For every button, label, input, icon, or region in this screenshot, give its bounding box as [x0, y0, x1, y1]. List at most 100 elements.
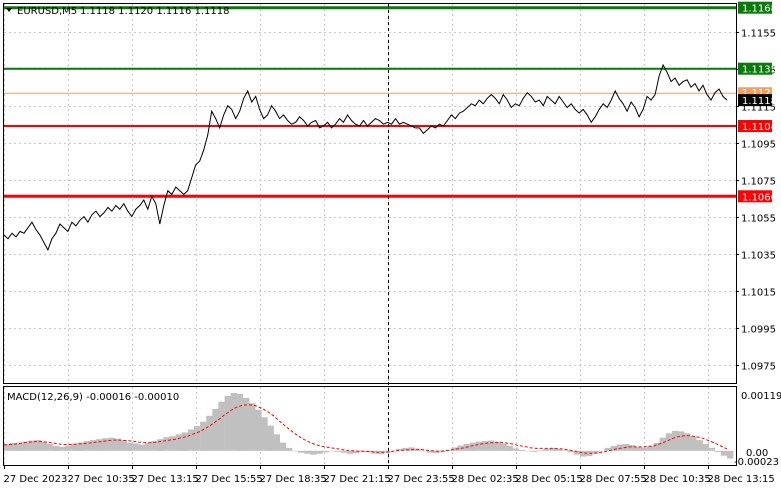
macd-histogram-bar [616, 444, 624, 451]
macd-histogram-bar [475, 441, 483, 451]
x-tick-label: 28 Dec 05:15 [516, 474, 583, 485]
macd-histogram-bar [567, 450, 575, 453]
macd-histogram-bar [561, 450, 568, 451]
macd-histogram-bar [592, 450, 599, 454]
macd-histogram-bar [402, 447, 409, 451]
macd-histogram-bar [255, 410, 262, 451]
y-tick-label: 1.0975 [741, 362, 776, 373]
macd-histogram-bar [144, 443, 152, 451]
macd-histogram-bar [273, 434, 280, 451]
macd-histogram-bar [690, 436, 697, 451]
macd-histogram-bar [347, 450, 354, 454]
macd-histogram-bar [488, 440, 495, 451]
x-tick-label: 28 Dec 02:35 [452, 474, 519, 485]
macd-histogram-bar [53, 446, 60, 451]
macd-histogram-bar [506, 446, 513, 451]
macd-histogram-bar [377, 450, 385, 455]
macd-histogram-bar [157, 439, 164, 451]
macd-histogram-bar [230, 393, 238, 451]
price-panel-frame [3, 3, 737, 384]
macd-histogram-bar [193, 426, 201, 451]
macd-histogram-bar [22, 441, 29, 451]
ohlc-values: 1.1118 1.1120 1.1116 1.1118 [80, 6, 230, 17]
macd-histogram-bar [714, 450, 722, 452]
macd-histogram-bar [420, 450, 427, 452]
macd-histogram-bar [439, 450, 446, 453]
x-tick-label: 27 Dec 13:15 [132, 474, 199, 485]
macd-histogram-bar [187, 429, 195, 451]
x-tick-label: 27 Dec 23:55 [388, 474, 455, 485]
triangle-down-icon[interactable] [6, 8, 12, 12]
macd-histogram-bar [549, 447, 556, 451]
macd-histogram-bar [310, 450, 317, 455]
macd-histogram-bar [298, 450, 305, 453]
macd-histogram-bar [71, 443, 78, 451]
macd-histogram-bar [708, 447, 715, 451]
macd-histogram-bar [408, 447, 415, 451]
macd-histogram-bar [28, 440, 35, 451]
macd-histogram-bar [261, 417, 268, 451]
level-price-tag [738, 190, 772, 203]
macd-histogram-bar [132, 443, 140, 451]
macd-histogram-bar [169, 436, 176, 451]
macd-histogram-bar [40, 441, 48, 451]
macd-histogram-bar [500, 443, 507, 451]
macd-histogram-bar [530, 450, 538, 452]
macd-histogram-bar [702, 444, 709, 451]
macd-histogram-bar [678, 431, 685, 451]
macd-histogram-bar [218, 401, 225, 451]
macd-histogram-bar [518, 449, 526, 451]
macd-histogram-bar [432, 450, 440, 454]
macd-histogram-bar [285, 447, 293, 451]
macd-histogram-bar [243, 397, 250, 451]
level-price-label: 1.1168 [742, 4, 777, 15]
level-price-tag [738, 120, 772, 133]
level-price-label: 1.1104 [742, 122, 777, 133]
y-tick-label: 1.1115 [741, 103, 776, 114]
macd-histogram-bar [151, 441, 158, 451]
macd-histogram-bar [138, 444, 146, 451]
x-tick-label: 27 Dec 18:35 [260, 474, 327, 485]
macd-histogram-bar [579, 450, 587, 457]
macd-scale-bottom: -0.00023 [734, 457, 779, 468]
macd-scale-top: 0.00119 [741, 391, 781, 402]
macd-histogram-bar [34, 440, 41, 451]
macd-histogram-bar [292, 450, 299, 452]
macd-histogram-bar [83, 441, 91, 451]
macd-histogram-bar [684, 433, 691, 451]
macd-histogram-bar [102, 438, 109, 451]
macd-histogram-bar [481, 441, 489, 451]
macd-histogram-bar [224, 395, 231, 451]
macd-histogram-bar [114, 438, 121, 451]
macd-histogram-bar [604, 447, 611, 451]
current-price-label: 1.1118 [742, 96, 777, 107]
symbol-label: EURUSD,M5 [17, 6, 77, 17]
macd-histogram-bar [543, 448, 550, 451]
macd-histogram-bar [304, 450, 311, 454]
macd-histogram-bar [353, 450, 360, 454]
current-price-tag [738, 94, 772, 107]
macd-histogram-bar [95, 439, 103, 451]
macd-histogram-bar [665, 433, 673, 451]
macd-panel-frame [3, 386, 737, 466]
macd-histogram-bar [212, 409, 219, 451]
x-tick-label: 28 Dec 13:15 [708, 474, 775, 485]
level-price-tag [738, 62, 772, 75]
bid-price-label: 1.1121 [742, 88, 777, 99]
macd-histogram-bar [598, 450, 605, 452]
x-tick-label: 28 Dec 10:35 [644, 474, 711, 485]
macd-histogram-bar [267, 425, 274, 451]
macd-histogram-bar [494, 441, 501, 451]
macd-histogram-bar [77, 442, 84, 451]
macd-histogram-bar [469, 442, 477, 451]
macd-histogram-bar [322, 450, 329, 453]
macd-histogram-bar [334, 450, 342, 452]
macd-histogram-bar [10, 443, 17, 451]
macd-histogram-bar [426, 450, 434, 453]
macd-histogram-bar [126, 442, 133, 451]
macd-histogram-bar [457, 445, 464, 451]
macd-histogram-bar [181, 432, 189, 451]
